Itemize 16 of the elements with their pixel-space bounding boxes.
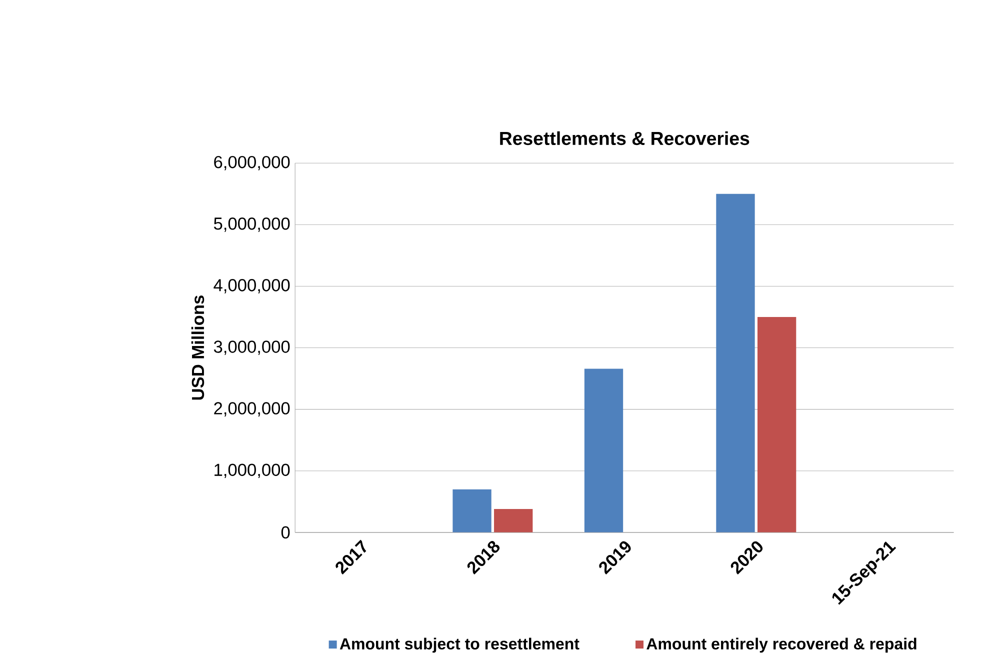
y-tick-label: 0 — [281, 526, 290, 539]
legend-label: Amount subject to resettlement — [340, 638, 580, 653]
bar — [584, 368, 624, 533]
chart-title: Resettlements & Recoveries — [500, 132, 750, 146]
bar — [757, 317, 796, 533]
y-tick-label: 2,000,000 — [214, 402, 290, 417]
bar — [494, 509, 533, 533]
bar — [716, 194, 755, 533]
legend-label: Amount entirely recovered & repaid — [646, 638, 916, 653]
y-tick-label: 1,000,000 — [214, 464, 290, 478]
y-tick-label: 5,000,000 — [214, 218, 290, 232]
y-tick-label: 6,000,000 — [214, 156, 290, 170]
y-axis-title: USD Millions — [191, 296, 204, 400]
y-tick-label: 3,000,000 — [214, 340, 290, 356]
bar — [452, 489, 492, 533]
y-tick-label: 4,000,000 — [214, 279, 290, 294]
